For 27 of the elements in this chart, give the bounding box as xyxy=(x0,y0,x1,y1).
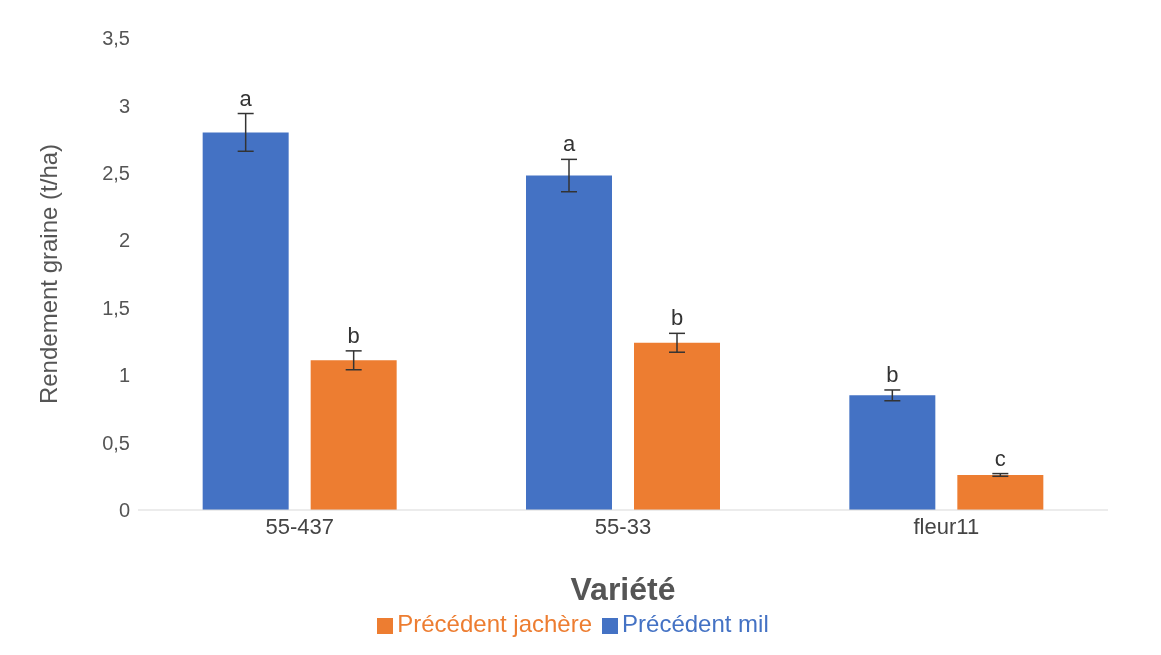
y-tick-label: 0,5 xyxy=(102,431,130,454)
x-tick-label: 55-33 xyxy=(594,513,652,539)
bar xyxy=(957,474,1044,510)
data-label: c xyxy=(994,445,1006,471)
x-tick-label: fleur11 xyxy=(913,513,980,539)
y-tick-label: 3 xyxy=(118,94,130,117)
bar xyxy=(634,342,720,510)
y-tick-label: 2 xyxy=(118,229,130,252)
y-tick-label: 2,5 xyxy=(102,161,130,184)
data-label: b xyxy=(670,305,684,331)
y-tick-label: 1,5 xyxy=(102,296,130,319)
legend-label: Précédent mil xyxy=(622,610,769,637)
x-tick-label: 55-437 xyxy=(265,513,334,539)
data-label: a xyxy=(239,85,253,111)
bar xyxy=(526,175,612,510)
data-label: a xyxy=(562,131,576,157)
bar xyxy=(310,360,397,510)
x-axis-title: Variété xyxy=(570,571,676,607)
bar xyxy=(202,132,289,510)
y-tick-label: 3,5 xyxy=(102,27,130,50)
data-label: b xyxy=(347,322,360,348)
y-tick-label: 0 xyxy=(118,499,130,522)
y-axis-title: Rendement graine (t/ha) xyxy=(34,143,62,405)
legend-label: Précédent jachère xyxy=(397,610,593,637)
bar xyxy=(849,395,936,510)
y-tick-label: 1 xyxy=(118,364,130,387)
data-label: b xyxy=(886,361,899,387)
